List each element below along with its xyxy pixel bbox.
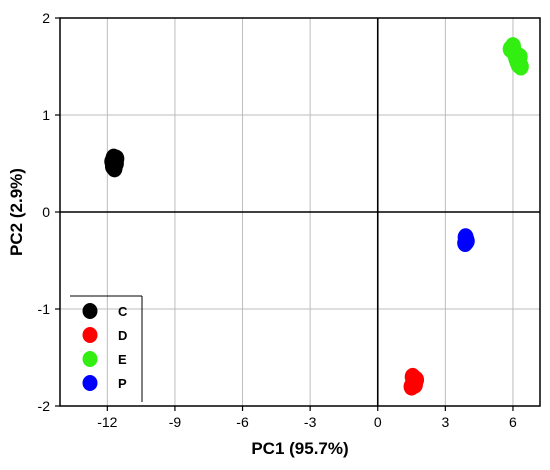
y-tick-label: 2 xyxy=(42,10,50,26)
zero-lines xyxy=(60,18,540,406)
series-c xyxy=(104,148,125,178)
legend-marker-p xyxy=(82,375,98,391)
legend-label-d: D xyxy=(118,328,127,343)
axis-ticks: -12 -9 -6 -3 0 3 6 -2 -1 0 1 2 xyxy=(38,10,518,430)
y-tick-label: -2 xyxy=(38,398,51,414)
x-axis-title: PC1 (95.7%) xyxy=(251,439,348,458)
legend-marker-e xyxy=(82,351,98,367)
y-tick-label: 1 xyxy=(42,107,50,123)
legend-label-e: E xyxy=(118,352,127,367)
x-tick-label: -12 xyxy=(97,414,117,430)
legend-label-p: P xyxy=(118,376,127,391)
series-e xyxy=(502,37,529,76)
series-d xyxy=(403,367,425,396)
x-tick-label: -9 xyxy=(169,414,182,430)
y-tick-label: -1 xyxy=(38,301,51,317)
legend-marker-d xyxy=(82,327,98,343)
x-tick-label: 0 xyxy=(374,414,382,430)
y-tick-label: 0 xyxy=(42,204,50,220)
legend-marker-c xyxy=(82,303,98,319)
data-point xyxy=(457,228,474,247)
x-tick-label: -6 xyxy=(236,414,249,430)
y-axis-title: PC2 (2.9%) xyxy=(7,168,26,256)
legend-label-c: C xyxy=(118,304,128,319)
x-tick-label: 3 xyxy=(441,414,449,430)
series-p xyxy=(457,228,475,253)
data-point xyxy=(108,149,125,168)
data-point xyxy=(512,57,529,76)
data-points xyxy=(104,37,529,396)
x-tick-label: -3 xyxy=(304,414,317,430)
data-point xyxy=(405,369,422,388)
x-tick-label: 6 xyxy=(509,414,517,430)
